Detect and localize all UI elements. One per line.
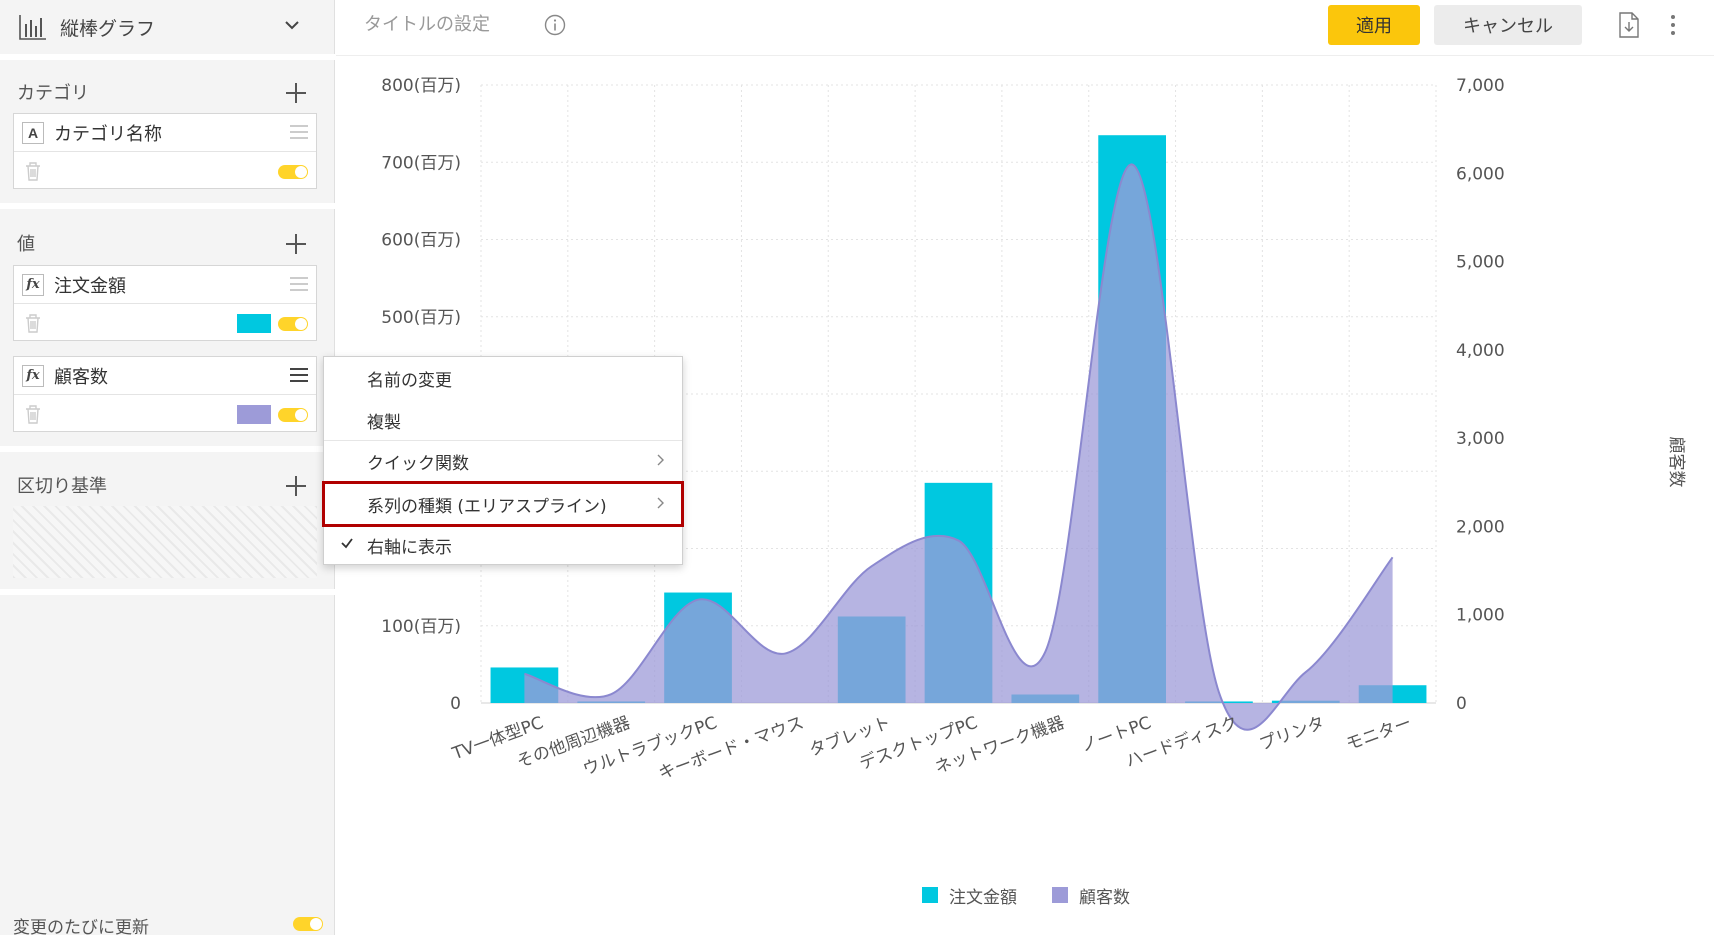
menu-item-label: クイック関数 bbox=[367, 453, 469, 474]
series-color-swatch[interactable] bbox=[237, 314, 271, 333]
menu-item-duplicate[interactable]: 複製 bbox=[324, 400, 682, 440]
right-tick-label: 0 bbox=[1456, 694, 1467, 714]
left-tick-label: 600(百万) bbox=[381, 231, 461, 251]
left-tick-label: 100(百万) bbox=[381, 617, 461, 637]
field-menu-icon[interactable] bbox=[290, 125, 308, 139]
right-tick-label: 5,000 bbox=[1456, 253, 1505, 273]
field-name: 顧客数 bbox=[54, 366, 108, 388]
left-tick-label: 0 bbox=[450, 694, 461, 714]
series-color-swatch[interactable] bbox=[237, 405, 271, 424]
editor-header: タイトルの設定 適用 キャンセル bbox=[336, 0, 1714, 56]
trash-icon[interactable] bbox=[24, 161, 42, 181]
section-title-category: カテゴリ bbox=[17, 83, 89, 104]
chevron-down-icon bbox=[285, 21, 299, 30]
left-tick-label: 500(百万) bbox=[381, 308, 461, 328]
right-axis-title: 顧客数 bbox=[1666, 437, 1686, 488]
right-tick-label: 6,000 bbox=[1456, 164, 1505, 184]
field-visibility-toggle[interactable] bbox=[278, 165, 308, 179]
legend-swatch-order-amount bbox=[922, 887, 938, 903]
text-type-icon: A bbox=[22, 121, 44, 144]
menu-item-label: 右軸に表示 bbox=[367, 537, 452, 558]
chart-area: 0100(百万)200(百万)300(百万)400(百万)500(百万)600(… bbox=[381, 76, 1686, 908]
left-tick-label: 700(百万) bbox=[381, 153, 461, 173]
apply-button[interactable]: 適用 bbox=[1328, 5, 1420, 45]
chevron-right-icon bbox=[657, 454, 664, 466]
category-tick-label: キーボード・マウス bbox=[656, 713, 807, 784]
chevron-right-icon bbox=[657, 497, 664, 509]
area-series bbox=[524, 163, 1394, 731]
export-file-icon bbox=[1619, 12, 1639, 38]
value-field-card-order-amount: fx 注文金額 bbox=[13, 265, 317, 341]
value-field-card-customer-count: fx 顧客数 bbox=[13, 356, 317, 432]
right-tick-label: 3,000 bbox=[1456, 429, 1505, 449]
right-axis: 0 1,000 2,000 3,000 4,000 5,000 6,000 7,000 bbox=[1456, 76, 1505, 714]
section-title-values: 値 bbox=[17, 234, 35, 255]
menu-item-show-on-right-axis[interactable]: 右軸に表示 bbox=[324, 525, 682, 565]
split-drop-zone[interactable] bbox=[13, 506, 317, 578]
menu-divider bbox=[324, 440, 682, 441]
auto-update-label: 変更のたびに更新 bbox=[13, 918, 149, 935]
legend-swatch-customer-count bbox=[1052, 887, 1068, 903]
divider bbox=[0, 54, 335, 60]
function-type-icon: fx bbox=[22, 273, 44, 296]
right-tick-label: 2,000 bbox=[1456, 517, 1505, 537]
trash-icon[interactable] bbox=[24, 313, 42, 333]
auto-update-toggle[interactable] bbox=[293, 917, 323, 931]
menu-item-quick-function[interactable]: クイック関数 bbox=[324, 441, 682, 481]
add-split-plus-icon[interactable] bbox=[285, 475, 307, 497]
info-icon[interactable] bbox=[544, 14, 566, 36]
divider bbox=[0, 589, 335, 595]
field-name: 注文金額 bbox=[54, 275, 126, 297]
menu-item-series-type[interactable]: 系列の種類 (エリアスプライン) bbox=[324, 484, 682, 524]
chart-title-input[interactable]: タイトルの設定 bbox=[364, 14, 490, 35]
more-options-icon[interactable] bbox=[1670, 14, 1676, 36]
chart-type-label: 縦棒グラフ bbox=[60, 17, 156, 40]
menu-item-rename[interactable]: 名前の変更 bbox=[324, 358, 682, 398]
menu-item-label: 系列の種類 (エリアスプライン) bbox=[367, 496, 607, 517]
chart-type-selector[interactable]: 縦棒グラフ bbox=[0, 0, 335, 54]
bar-chart-icon bbox=[19, 15, 46, 40]
field-visibility-toggle[interactable] bbox=[278, 317, 308, 331]
right-tick-label: 1,000 bbox=[1456, 606, 1505, 626]
field-visibility-toggle[interactable] bbox=[278, 408, 308, 422]
add-value-plus-icon[interactable] bbox=[285, 233, 307, 255]
menu-item-label: 複製 bbox=[367, 412, 401, 433]
right-tick-label: 4,000 bbox=[1456, 341, 1505, 361]
left-tick-label: 800(百万) bbox=[381, 76, 461, 96]
legend-label-order-amount[interactable]: 注文金額 bbox=[949, 888, 1017, 908]
legend-label-customer-count[interactable]: 顧客数 bbox=[1079, 888, 1130, 908]
field-context-menu: 名前の変更 複製 クイック関数 系列の種類 (エリアスプライン) 右軸に表示 bbox=[323, 356, 683, 565]
section-title-split: 区切り基準 bbox=[17, 476, 107, 497]
add-category-plus-icon[interactable] bbox=[285, 82, 307, 104]
field-menu-icon[interactable] bbox=[290, 368, 308, 382]
checkmark-icon bbox=[341, 538, 353, 549]
field-menu-icon[interactable] bbox=[290, 277, 308, 291]
field-settings-panel: 縦棒グラフ カテゴリ A カテゴリ名称 値 fx bbox=[0, 0, 335, 935]
function-type-icon: fx bbox=[22, 364, 44, 387]
trash-icon[interactable] bbox=[24, 404, 42, 424]
menu-item-label: 名前の変更 bbox=[367, 370, 452, 391]
cancel-button[interactable]: キャンセル bbox=[1434, 5, 1582, 45]
right-tick-label: 7,000 bbox=[1456, 76, 1505, 96]
field-name: カテゴリ名称 bbox=[54, 123, 162, 145]
divider bbox=[0, 203, 335, 209]
category-tick-label: モニター bbox=[1344, 713, 1415, 755]
legend: 注文金額 顧客数 bbox=[922, 887, 1130, 908]
category-field-card: A カテゴリ名称 bbox=[13, 113, 317, 189]
divider bbox=[0, 446, 335, 452]
area-line bbox=[524, 163, 1394, 731]
area-fill bbox=[524, 164, 1393, 730]
category-tick-label: プリンタ bbox=[1257, 713, 1328, 755]
